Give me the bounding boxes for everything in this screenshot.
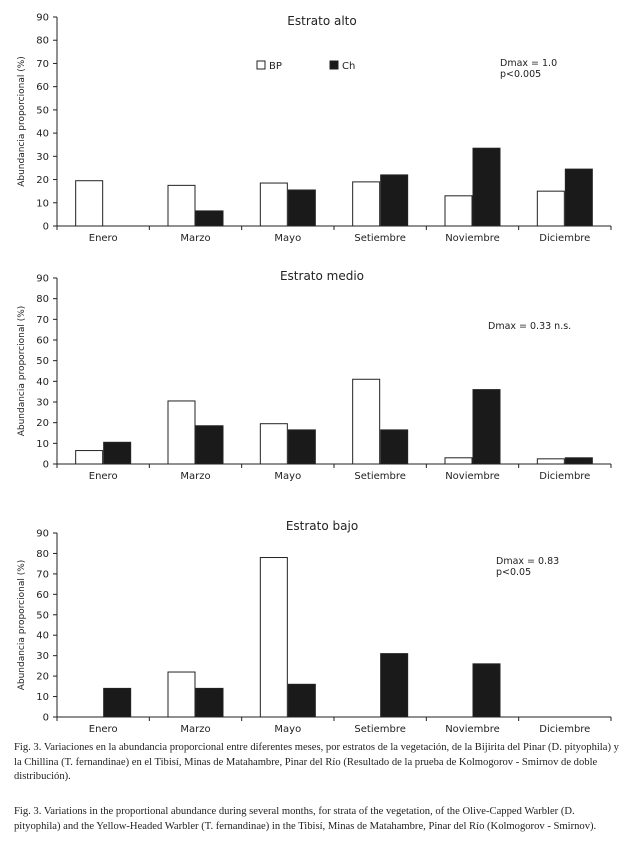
x-tick-label: Enero xyxy=(89,471,118,482)
x-tick-label: Marzo xyxy=(180,471,210,482)
y-tick-label: 40 xyxy=(36,377,49,388)
bar-ch xyxy=(564,457,593,465)
bar-bp xyxy=(444,457,473,465)
bar-ch xyxy=(380,653,409,718)
bar-ch xyxy=(472,147,501,227)
bar-ch xyxy=(472,663,501,718)
x-tick-label: Marzo xyxy=(180,233,210,244)
x-tick-label: Setiembre xyxy=(354,724,405,735)
y-tick-label: 80 xyxy=(36,549,49,560)
y-axis-label: Abundancia proporcional (%) xyxy=(17,56,27,187)
bar-ch xyxy=(103,441,132,465)
y-tick-label: 0 xyxy=(43,460,49,471)
x-tick-label: Mayo xyxy=(274,233,301,244)
y-tick-label: 90 xyxy=(36,13,49,24)
x-tick-label: Noviembre xyxy=(445,233,500,244)
bar-bp xyxy=(259,182,288,227)
x-tick-label: Setiembre xyxy=(354,233,405,244)
y-tick-label: 30 xyxy=(36,398,49,409)
bar-ch xyxy=(380,429,409,465)
chart-title: Estrato medio xyxy=(280,269,364,283)
y-tick-label: 90 xyxy=(36,274,49,285)
y-axis-label: Abundancia proporcional (%) xyxy=(17,560,27,691)
bar-bp xyxy=(536,190,565,227)
bar-ch xyxy=(195,425,224,465)
caption-spanish: Fig. 3. Variaciones en la abundancia pro… xyxy=(14,742,619,783)
y-tick-label: 70 xyxy=(36,59,49,70)
caption-english: Fig. 3. Variations in the proportional a… xyxy=(14,806,597,832)
bar-bp xyxy=(444,195,473,227)
y-tick-label: 90 xyxy=(36,529,49,540)
y-tick-label: 20 xyxy=(36,175,49,186)
y-tick-label: 0 xyxy=(43,222,49,233)
legend-label-ch: Ch xyxy=(342,61,355,72)
y-tick-label: 70 xyxy=(36,315,49,326)
legend-label-bp: BP xyxy=(269,61,282,72)
y-tick-label: 40 xyxy=(36,129,49,140)
y-tick-label: 10 xyxy=(36,198,49,209)
y-tick-label: 80 xyxy=(36,36,49,47)
bar-bp xyxy=(167,671,196,718)
legend-swatch-bp xyxy=(256,60,266,70)
y-tick-label: 60 xyxy=(36,590,49,601)
y-tick-label: 10 xyxy=(36,439,49,450)
y-tick-label: 30 xyxy=(36,651,49,662)
y-tick-label: 0 xyxy=(43,713,49,724)
bar-bp xyxy=(75,180,104,227)
x-tick-label: Noviembre xyxy=(445,471,500,482)
bar-bp xyxy=(259,557,288,718)
chart-title: Estrato bajo xyxy=(286,519,358,533)
bar-ch xyxy=(287,683,316,718)
y-tick-label: 60 xyxy=(36,82,49,93)
bar-ch xyxy=(287,429,316,465)
y-tick-label: 80 xyxy=(36,294,49,305)
annotation: Dmax = 1.0 xyxy=(500,58,557,69)
x-tick-label: Diciembre xyxy=(539,471,590,482)
bar-ch xyxy=(564,168,593,227)
x-tick-label: Diciembre xyxy=(539,724,590,735)
bar-bp xyxy=(352,378,381,465)
x-tick-label: Noviembre xyxy=(445,724,500,735)
y-tick-label: 20 xyxy=(36,418,49,429)
y-tick-label: 50 xyxy=(36,610,49,621)
bar-bp xyxy=(536,458,565,465)
x-tick-label: Enero xyxy=(89,233,118,244)
x-tick-label: Mayo xyxy=(274,471,301,482)
y-tick-label: 40 xyxy=(36,631,49,642)
x-tick-label: Mayo xyxy=(274,724,301,735)
bar-ch xyxy=(103,687,132,718)
bar-ch xyxy=(287,189,316,227)
y-tick-label: 10 xyxy=(36,692,49,703)
bar-ch xyxy=(195,687,224,718)
y-tick-label: 70 xyxy=(36,569,49,580)
annotation: Dmax = 0.83 xyxy=(496,556,559,567)
bar-bp xyxy=(352,181,381,227)
bar-bp xyxy=(167,400,196,465)
annotation: p<0.005 xyxy=(500,69,541,80)
annotation: p<0.05 xyxy=(496,567,531,578)
y-tick-label: 50 xyxy=(36,356,49,367)
legend-swatch-ch xyxy=(329,60,339,70)
x-tick-label: Enero xyxy=(89,724,118,735)
y-tick-label: 60 xyxy=(36,336,49,347)
x-tick-label: Diciembre xyxy=(539,233,590,244)
bar-ch xyxy=(472,389,501,465)
y-tick-label: 50 xyxy=(36,105,49,116)
chart-title: Estrato alto xyxy=(287,14,356,28)
bar-bp xyxy=(75,450,104,465)
x-tick-label: Marzo xyxy=(180,724,210,735)
y-axis-label: Abundancia proporcional (%) xyxy=(17,306,27,437)
bar-ch xyxy=(195,210,224,227)
y-tick-label: 20 xyxy=(36,672,49,683)
annotation: Dmax = 0.33 n.s. xyxy=(488,321,571,332)
bar-ch xyxy=(380,174,409,227)
bar-bp xyxy=(259,423,288,465)
figure-charts: Estrato alto Abundancia proporcional (%) 0… xyxy=(17,13,612,735)
x-tick-label: Setiembre xyxy=(354,471,405,482)
y-tick-label: 30 xyxy=(36,152,49,163)
bar-bp xyxy=(167,184,196,227)
